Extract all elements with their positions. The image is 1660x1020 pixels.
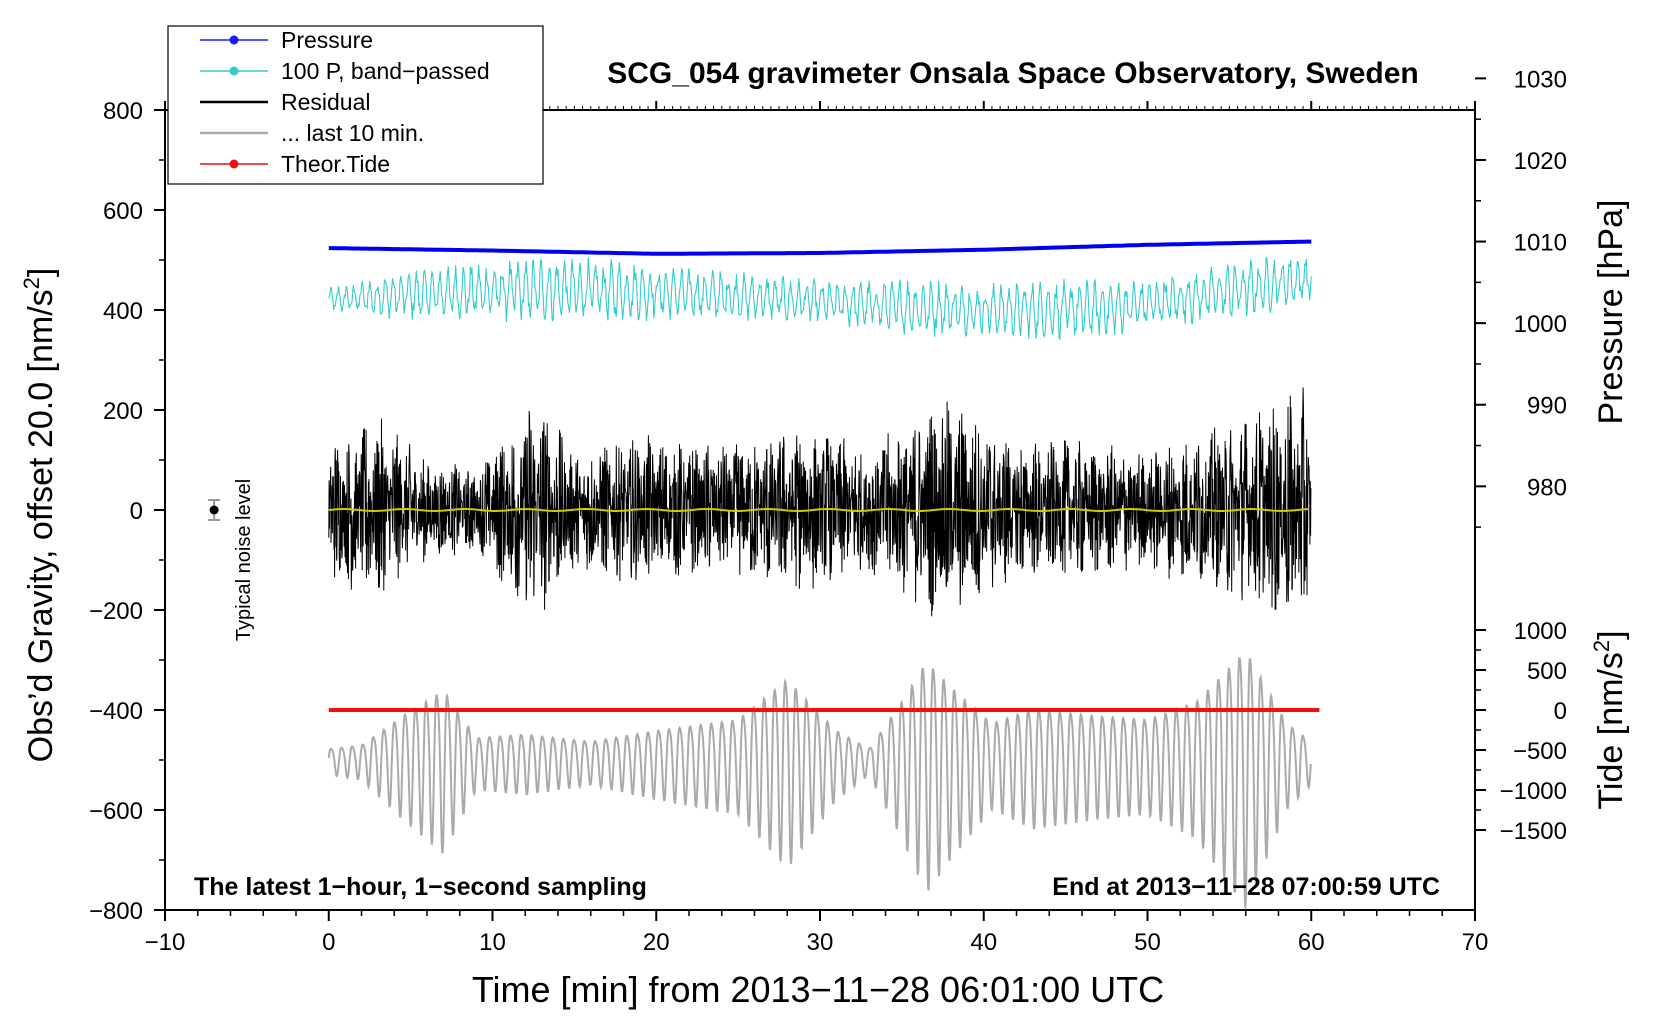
x-tick-label: 50 [1134,929,1161,956]
legend: Pressure 100 P, band−passed Residual ... la… [167,25,544,185]
tide-tick-label: 500 [1527,658,1567,685]
pressure-tick-label: 1010 [1514,230,1567,257]
pressure-tick-label: 980 [1527,474,1567,501]
noise-label: Typical noise level [233,479,255,641]
series-band-passed-pressure [328,256,1312,341]
legend-label: Residual [281,89,371,115]
y-axis-title-left-sup: 2 [19,277,44,289]
x-tick-label: 10 [479,929,506,956]
noise-marker: Typical noise level [208,479,255,641]
axes-layer: −10 0 10 20 30 40 50 60 70−800−600−400−200020040… [89,66,1567,956]
y-tick-label: −200 [89,598,143,625]
pressure-tick-label: 1020 [1514,148,1567,175]
y-tick-label: 0 [130,498,143,525]
noise-point [209,505,219,515]
pressure-tick-label: 990 [1527,393,1567,420]
y-tick-label: −600 [89,798,143,825]
legend-label: ... last 10 min. [281,120,424,146]
y-tick-label: 600 [103,198,143,225]
y-tick-label: 200 [103,398,143,425]
series-pressure [328,239,1312,256]
y-axis-title-left-main: Obs’d Gravity, offset 20.0 [nm/s [22,289,60,762]
y-tick-label: 400 [103,298,143,325]
tide-tick-label: 0 [1554,698,1567,725]
y-axis-title-left-close: ] [22,268,60,277]
y-axis-title-left: Obs’d Gravity, offset 20.0 [nm/s2] [19,268,60,763]
series-layer [327,239,1320,909]
y-tick-label: −400 [89,698,143,725]
legend-label: Pressure [281,27,373,53]
tide-tick-label: −500 [1513,738,1567,765]
x-tick-label: 40 [970,929,997,956]
tide-tick-label: −1500 [1500,818,1567,845]
y-axis-title-tide: Tide [nm/s2] [1589,630,1630,809]
tide-tick-label: −1000 [1500,778,1567,805]
pressure-tick-label: 1000 [1514,311,1567,338]
x-tick-label: 60 [1298,929,1325,956]
x-axis-title: Time [min] from 2013−11−28 06:01:00 UTC [472,969,1164,1010]
annotation-bottom-left: The latest 1−hour, 1−second sampling [194,873,647,901]
y-axis-title-tide-sup: 2 [1589,640,1614,652]
series-residual-smoothed [328,507,1309,513]
chart-title: SCG_054 gravimeter Onsala Space Observat… [607,57,1419,90]
y-axis-title-tide-close: ] [1592,630,1630,639]
x-tick-label: 30 [807,929,834,956]
legend-label: 100 P, band−passed [281,58,490,84]
x-tick-label: 0 [322,929,335,956]
tide-tick-label: 1000 [1514,618,1567,645]
legend-marker [229,35,239,45]
series-residual [328,387,1312,617]
legend-marker [229,159,239,169]
legend-box [167,25,544,185]
annotation-bottom-right: End at 2013−11−28 07:00:59 UTC [1052,873,1440,901]
y-axis-title-tide-main: Tide [nm/s [1592,652,1630,809]
x-tick-label: 20 [643,929,670,956]
pressure-tick-label: 1030 [1514,66,1567,93]
legend-marker [229,66,239,76]
x-tick-label: 70 [1462,929,1489,956]
x-tick-label: −10 [145,929,186,956]
y-tick-label: −800 [89,898,143,925]
legend-label: Theor.Tide [281,151,390,177]
y-axis-title-pressure: Pressure [hPa] [1592,200,1630,425]
series-last-10-min [327,657,1312,909]
y-tick-label: 800 [103,98,143,125]
